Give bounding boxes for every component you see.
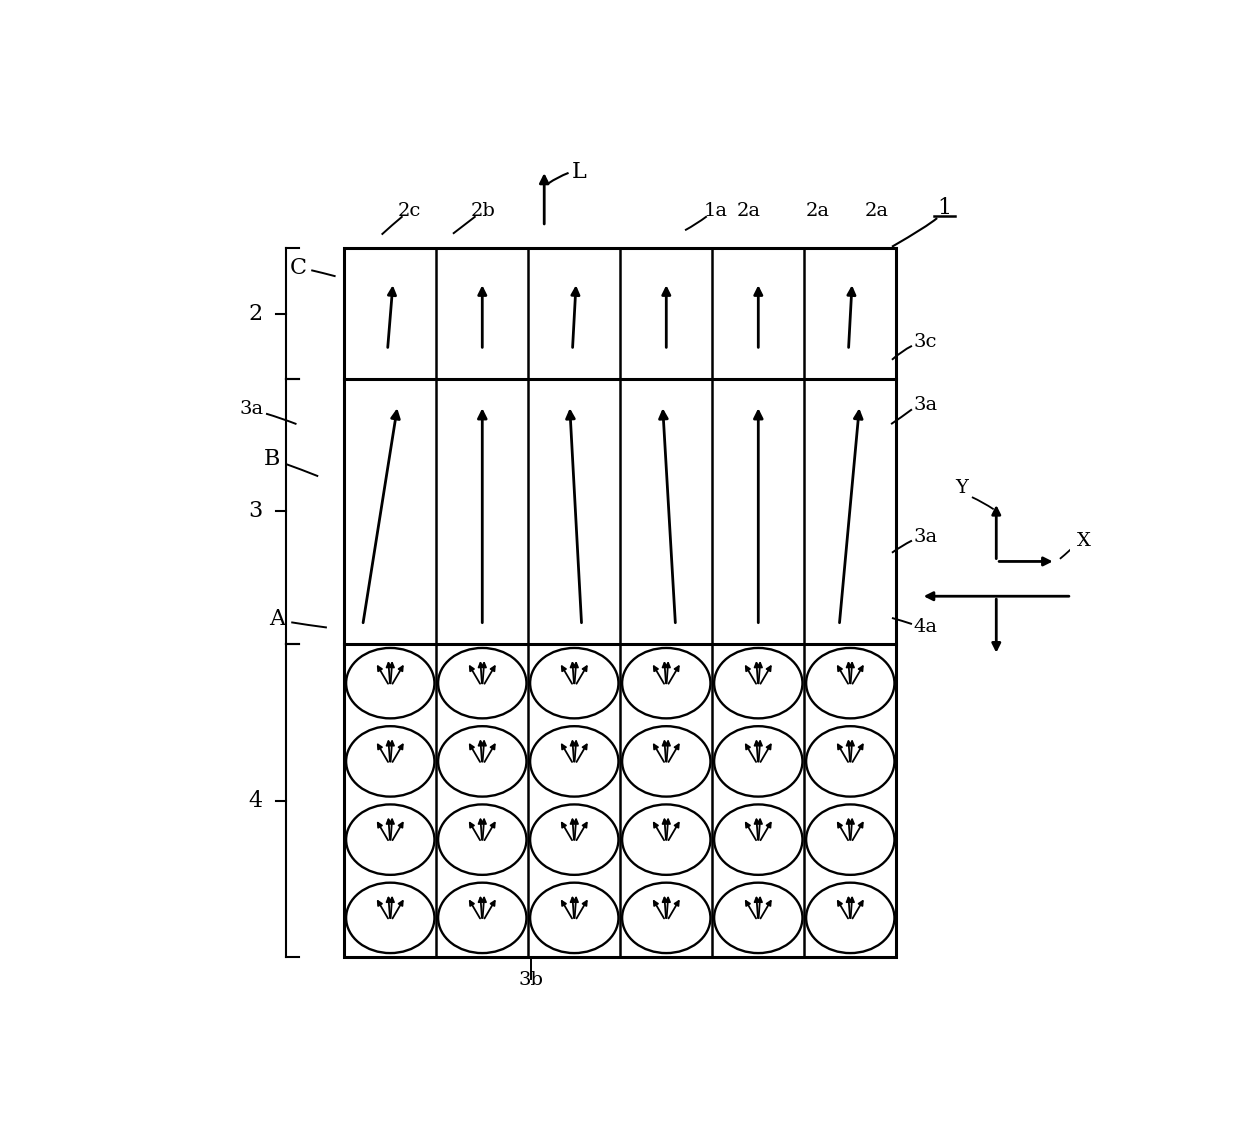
Text: 2a: 2a bbox=[866, 202, 889, 220]
Ellipse shape bbox=[714, 805, 802, 875]
Ellipse shape bbox=[806, 883, 894, 953]
Ellipse shape bbox=[806, 648, 894, 718]
Ellipse shape bbox=[622, 805, 711, 875]
Ellipse shape bbox=[622, 648, 711, 718]
Ellipse shape bbox=[438, 726, 527, 797]
Ellipse shape bbox=[438, 805, 527, 875]
Ellipse shape bbox=[438, 648, 527, 718]
Bar bbox=[345, 248, 897, 957]
Ellipse shape bbox=[346, 883, 434, 953]
Ellipse shape bbox=[714, 883, 802, 953]
Ellipse shape bbox=[714, 648, 802, 718]
Ellipse shape bbox=[346, 648, 434, 718]
Text: 3c: 3c bbox=[914, 333, 937, 351]
Text: 2c: 2c bbox=[398, 202, 422, 220]
Ellipse shape bbox=[346, 805, 434, 875]
Text: Y: Y bbox=[955, 480, 968, 498]
Text: 4a: 4a bbox=[914, 618, 937, 636]
Ellipse shape bbox=[531, 883, 619, 953]
Ellipse shape bbox=[531, 648, 619, 718]
Text: L: L bbox=[572, 161, 587, 183]
Text: 1a: 1a bbox=[703, 202, 728, 220]
Text: 3a: 3a bbox=[914, 396, 937, 414]
Text: 2b: 2b bbox=[471, 202, 496, 220]
Text: 2a: 2a bbox=[806, 202, 830, 220]
Text: 2a: 2a bbox=[737, 202, 760, 220]
Text: 3: 3 bbox=[248, 500, 263, 523]
Text: A: A bbox=[269, 607, 285, 630]
Text: 1: 1 bbox=[937, 196, 951, 219]
Ellipse shape bbox=[806, 726, 894, 797]
Text: 3a: 3a bbox=[239, 401, 263, 419]
Ellipse shape bbox=[714, 726, 802, 797]
Ellipse shape bbox=[438, 883, 527, 953]
Ellipse shape bbox=[622, 883, 711, 953]
Ellipse shape bbox=[531, 726, 619, 797]
Ellipse shape bbox=[806, 805, 894, 875]
Text: 3a: 3a bbox=[914, 528, 937, 546]
Ellipse shape bbox=[622, 726, 711, 797]
Text: X: X bbox=[1076, 532, 1090, 550]
Text: C: C bbox=[290, 257, 306, 280]
Ellipse shape bbox=[346, 726, 434, 797]
Ellipse shape bbox=[531, 805, 619, 875]
Text: B: B bbox=[264, 448, 280, 470]
Text: 3b: 3b bbox=[518, 971, 543, 989]
Text: 2: 2 bbox=[248, 303, 263, 325]
Text: 4: 4 bbox=[248, 789, 263, 812]
